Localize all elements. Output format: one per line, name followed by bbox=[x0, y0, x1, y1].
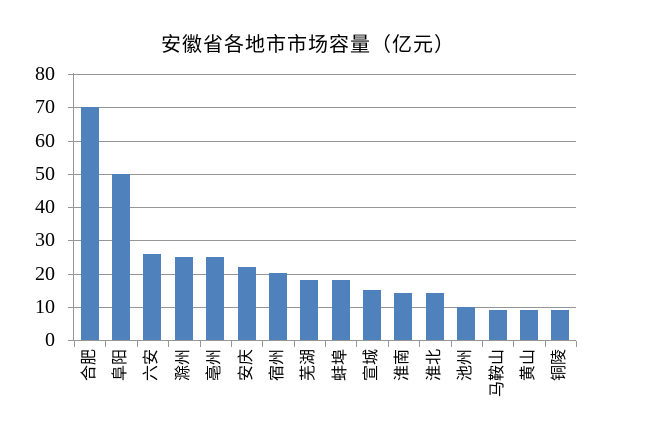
x-axis-label: 蚌埠 bbox=[332, 349, 349, 382]
bar-马鞍山 bbox=[489, 310, 507, 340]
x-axis-tick bbox=[231, 341, 232, 347]
y-axis-tick bbox=[68, 274, 73, 275]
x-axis-label: 马鞍山 bbox=[489, 349, 506, 398]
y-axis-line bbox=[73, 73, 74, 341]
bar-六安 bbox=[143, 254, 161, 340]
y-axis-tick bbox=[68, 141, 73, 142]
y-axis-tick bbox=[68, 307, 73, 308]
y-axis-tick bbox=[68, 240, 73, 241]
chart-title: 安徽省各地市市场容量（亿元） bbox=[161, 34, 455, 56]
gridline bbox=[74, 274, 576, 275]
y-axis-tick bbox=[68, 74, 73, 75]
x-axis-tick bbox=[576, 341, 577, 347]
x-axis-label: 宣城 bbox=[363, 349, 380, 382]
x-axis-tick bbox=[74, 341, 75, 347]
y-axis-label: 20 bbox=[35, 263, 55, 285]
x-axis-tick bbox=[388, 341, 389, 347]
bar-淮南 bbox=[394, 293, 412, 340]
x-axis-tick bbox=[545, 341, 546, 347]
x-axis-tick bbox=[325, 341, 326, 347]
y-axis-label: 10 bbox=[35, 296, 55, 318]
bar-芜湖 bbox=[300, 280, 318, 340]
x-axis-label: 淮北 bbox=[426, 349, 443, 382]
x-axis-tick bbox=[294, 341, 295, 347]
x-axis-label: 阜阳 bbox=[112, 349, 129, 382]
x-axis-tick bbox=[356, 341, 357, 347]
bar-淮北 bbox=[426, 293, 444, 340]
y-axis-label: 50 bbox=[35, 163, 55, 185]
bar-宣城 bbox=[363, 290, 381, 340]
bar-黄山 bbox=[520, 310, 538, 340]
y-axis-tick bbox=[68, 207, 73, 208]
gridline bbox=[74, 74, 576, 75]
y-axis-label: 80 bbox=[35, 63, 55, 85]
gridline bbox=[74, 207, 576, 208]
x-axis-label: 亳州 bbox=[206, 349, 223, 382]
x-axis-label: 安庆 bbox=[238, 349, 255, 382]
y-axis-label: 60 bbox=[35, 130, 55, 152]
bar-合肥 bbox=[81, 107, 99, 340]
x-axis-tick bbox=[168, 341, 169, 347]
bar-阜阳 bbox=[112, 174, 130, 340]
x-axis-label: 宿州 bbox=[269, 349, 286, 382]
y-axis-label: 70 bbox=[35, 96, 55, 118]
y-axis-label: 0 bbox=[45, 329, 55, 351]
bar-铜陵 bbox=[551, 310, 569, 340]
bar-宿州 bbox=[269, 273, 287, 340]
y-axis-label: 40 bbox=[35, 196, 55, 218]
y-axis-tick bbox=[68, 174, 73, 175]
bar-亳州 bbox=[206, 257, 224, 340]
x-axis-tick bbox=[451, 341, 452, 347]
bar-池州 bbox=[457, 307, 475, 340]
x-axis-line bbox=[74, 340, 576, 341]
bar-安庆 bbox=[238, 267, 256, 340]
gridline bbox=[74, 307, 576, 308]
bar-蚌埠 bbox=[332, 280, 350, 340]
bar-滁州 bbox=[175, 257, 193, 340]
x-axis-label: 铜陵 bbox=[551, 349, 568, 382]
gridline bbox=[74, 174, 576, 175]
x-axis-tick bbox=[105, 341, 106, 347]
x-axis-tick bbox=[262, 341, 263, 347]
x-axis-label: 黄山 bbox=[520, 349, 537, 382]
x-axis-label: 六安 bbox=[143, 349, 160, 382]
x-axis-label: 淮南 bbox=[394, 349, 411, 382]
x-axis-tick bbox=[513, 341, 514, 347]
x-axis-label: 池州 bbox=[457, 349, 474, 382]
x-axis-tick bbox=[137, 341, 138, 347]
y-axis-label: 30 bbox=[35, 229, 55, 251]
gridline bbox=[74, 141, 576, 142]
y-axis-tick bbox=[68, 107, 73, 108]
gridline bbox=[74, 107, 576, 108]
x-axis-tick bbox=[200, 341, 201, 347]
x-axis-tick bbox=[419, 341, 420, 347]
x-axis-label: 合肥 bbox=[81, 349, 98, 382]
gridline bbox=[74, 240, 576, 241]
x-axis-tick bbox=[482, 341, 483, 347]
x-axis-label: 芜湖 bbox=[300, 349, 317, 382]
y-axis-tick bbox=[68, 340, 73, 341]
x-axis-label: 滁州 bbox=[175, 349, 192, 382]
